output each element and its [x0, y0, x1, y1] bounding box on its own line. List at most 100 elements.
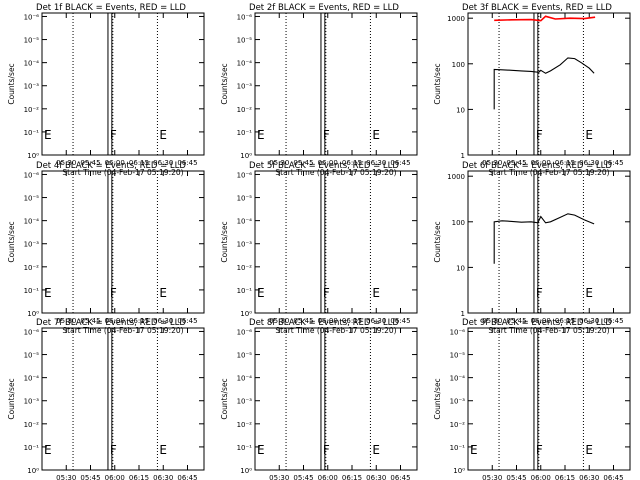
x-tick-label: 05:45 — [506, 159, 526, 167]
y-tick-label: 10⁻⁴ — [237, 375, 253, 383]
x-axis-label: Start Time (04-Feb-17 05:19:20) — [62, 168, 183, 177]
x-axis-label: Start Time (04-Feb-17 05:19:20) — [488, 326, 609, 335]
y-tick-label: 10⁻⁴ — [237, 60, 253, 68]
chart-title: Det 8f BLACK = Events, RED = LLD — [249, 318, 399, 328]
y-tick-label: 10⁻² — [24, 264, 40, 272]
marker-f: F — [110, 443, 117, 457]
y-tick-label: 10 — [456, 264, 465, 272]
x-tick-label: 05:45 — [80, 474, 100, 480]
y-tick-label: 10⁻⁴ — [24, 218, 40, 226]
x-tick-label: 06:30 — [153, 317, 173, 325]
y-axis-label: Counts/sec — [433, 221, 442, 262]
y-tick-label: 1000 — [447, 173, 465, 181]
y-tick-label: 10⁻⁴ — [24, 375, 40, 383]
y-tick-label: 10⁻⁶ — [450, 328, 466, 336]
y-tick-label: 10⁻⁶ — [237, 328, 253, 336]
x-tick-label: 06:00 — [318, 474, 338, 480]
x-tick-label: 06:45 — [390, 317, 410, 325]
y-axis-label: Counts/sec — [220, 63, 229, 104]
x-tick-label: 06:15 — [342, 159, 362, 167]
plot-frame — [254, 327, 418, 471]
x-tick-label: 05:30 — [56, 159, 76, 167]
x-tick-label: 06:00 — [105, 159, 125, 167]
y-tick-label: 10 — [456, 106, 465, 114]
y-tick-label: 10⁻¹ — [450, 444, 466, 452]
x-tick-label: 06:45 — [390, 474, 410, 480]
plot-frame — [467, 170, 631, 314]
x-tick-label: 05:30 — [482, 159, 502, 167]
chart-title: Det 9f BLACK = Events, RED = LLD — [462, 318, 612, 328]
x-tick-label: 06:15 — [555, 159, 575, 167]
y-tick-label: 10⁻¹ — [24, 287, 40, 295]
x-tick-label: 06:00 — [318, 317, 338, 325]
marker-e: E — [585, 286, 593, 300]
x-tick-label: 06:30 — [366, 474, 386, 480]
y-tick-label: 100 — [452, 219, 465, 227]
x-axis-label: Start Time (04-Feb-17 05:19:20) — [275, 326, 396, 335]
marker-e-left: E — [44, 286, 52, 300]
y-tick-label: 10⁻² — [450, 421, 466, 429]
x-tick-label: 06:15 — [342, 474, 362, 480]
y-tick-label: 10⁻⁶ — [237, 171, 253, 179]
y-tick-label: 10⁰ — [240, 310, 252, 318]
y-tick-label: 10⁻⁵ — [237, 195, 253, 203]
x-tick-label: 05:30 — [56, 474, 76, 480]
x-tick-label: 06:00 — [105, 474, 125, 480]
y-tick-label: 10⁻² — [237, 264, 253, 272]
x-tick-label: 05:45 — [293, 474, 313, 480]
chart-panel-2: Det 2f BLACK = Events, RED = LLD Counts/s… — [220, 3, 418, 177]
x-axis-label: Start Time (04-Feb-17 05:19:20) — [488, 168, 609, 177]
y-axis-label: Counts/sec — [220, 378, 229, 419]
x-tick-label: 05:45 — [293, 159, 313, 167]
chart-panel-6: Det 6f BLACK = Events, RED = LLD Counts/s… — [433, 161, 631, 335]
marker-e-left: E — [257, 286, 265, 300]
y-tick-label: 10⁻⁴ — [450, 375, 466, 383]
x-tick-label: 05:30 — [482, 474, 502, 480]
x-tick-label: 06:15 — [129, 159, 149, 167]
x-tick-label: 05:30 — [269, 474, 289, 480]
x-tick-label: 06:30 — [366, 317, 386, 325]
y-tick-label: 10⁻⁵ — [237, 37, 253, 45]
y-tick-label: 10⁻³ — [237, 83, 253, 91]
marker-e: E — [585, 443, 593, 457]
x-tick-label: 06:00 — [318, 159, 338, 167]
marker-e-left: E — [44, 443, 52, 457]
x-tick-label: 06:15 — [555, 317, 575, 325]
y-tick-label: 10⁻² — [24, 421, 40, 429]
chart-title: Det 6f BLACK = Events, RED = LLD — [462, 161, 612, 171]
y-tick-label: 10⁻¹ — [237, 444, 253, 452]
y-tick-label: 10⁻² — [237, 421, 253, 429]
chart-title: Det 4f BLACK = Events, RED = LLD — [36, 161, 186, 171]
series-line-1 — [493, 57, 595, 110]
x-tick-label: 06:45 — [177, 159, 197, 167]
x-tick-label: 06:45 — [177, 474, 197, 480]
marker-f: F — [323, 286, 330, 300]
marker-e: E — [585, 128, 593, 142]
plot-frame — [467, 12, 631, 156]
marker-e: E — [159, 443, 167, 457]
y-tick-label: 10⁻⁵ — [450, 352, 466, 360]
x-tick-label: 06:30 — [366, 159, 386, 167]
y-tick-label: 10⁰ — [27, 310, 39, 318]
marker-e-left: E — [44, 128, 52, 142]
y-tick-label: 10⁻⁶ — [24, 13, 40, 21]
y-tick-label: 10⁻⁴ — [237, 218, 253, 226]
y-tick-label: 10⁻¹ — [237, 129, 253, 137]
y-tick-label: 10⁻⁵ — [24, 195, 40, 203]
y-tick-label: 10⁻¹ — [24, 444, 40, 452]
plot-frame — [467, 327, 631, 471]
marker-f: F — [536, 286, 543, 300]
marker-e-left: E — [470, 443, 478, 457]
y-tick-label: 10⁻⁶ — [24, 328, 40, 336]
marker-f: F — [323, 443, 330, 457]
y-axis-label: Counts/sec — [7, 63, 16, 104]
x-tick-label: 06:15 — [342, 317, 362, 325]
y-tick-label: 1 — [461, 152, 465, 160]
chart-title: Det 7f BLACK = Events, RED = LLD — [36, 318, 186, 328]
y-tick-label: 10⁻⁶ — [237, 13, 253, 21]
series-line-1 — [493, 213, 595, 264]
chart-title: Det 3f BLACK = Events, RED = LLD — [462, 3, 612, 13]
chart-title: Det 5f BLACK = Events, RED = LLD — [249, 161, 399, 171]
y-tick-label: 10⁻³ — [24, 241, 40, 249]
